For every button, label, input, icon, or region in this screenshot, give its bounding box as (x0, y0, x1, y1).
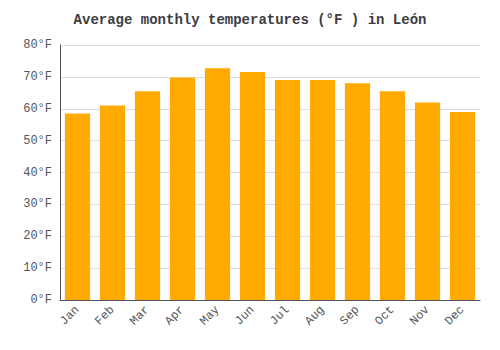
svg-text:Feb: Feb (92, 303, 117, 328)
svg-text:Jun: Jun (232, 303, 257, 328)
svg-text:Oct: Oct (372, 303, 397, 328)
svg-text:20°F: 20°F (23, 229, 52, 243)
svg-text:Average monthly temperatures (: Average monthly temperatures (°F ) in Le… (74, 12, 427, 28)
svg-text:Aug: Aug (302, 303, 327, 328)
svg-text:0°F: 0°F (30, 293, 52, 307)
svg-text:Mar: Mar (127, 303, 152, 328)
svg-text:80°F: 80°F (23, 38, 52, 52)
svg-text:Jul: Jul (267, 303, 292, 328)
svg-text:30°F: 30°F (23, 197, 52, 211)
svg-text:50°F: 50°F (23, 134, 52, 148)
svg-text:Jan: Jan (57, 303, 82, 328)
svg-text:60°F: 60°F (23, 102, 52, 116)
svg-text:Nov: Nov (407, 303, 432, 328)
svg-text:Apr: Apr (162, 303, 187, 328)
svg-text:40°F: 40°F (23, 166, 52, 180)
svg-text:10°F: 10°F (23, 261, 52, 275)
svg-text:May: May (197, 303, 222, 328)
svg-text:Dec: Dec (442, 303, 467, 328)
svg-text:Sep: Sep (337, 303, 362, 328)
svg-text:70°F: 70°F (23, 70, 52, 84)
